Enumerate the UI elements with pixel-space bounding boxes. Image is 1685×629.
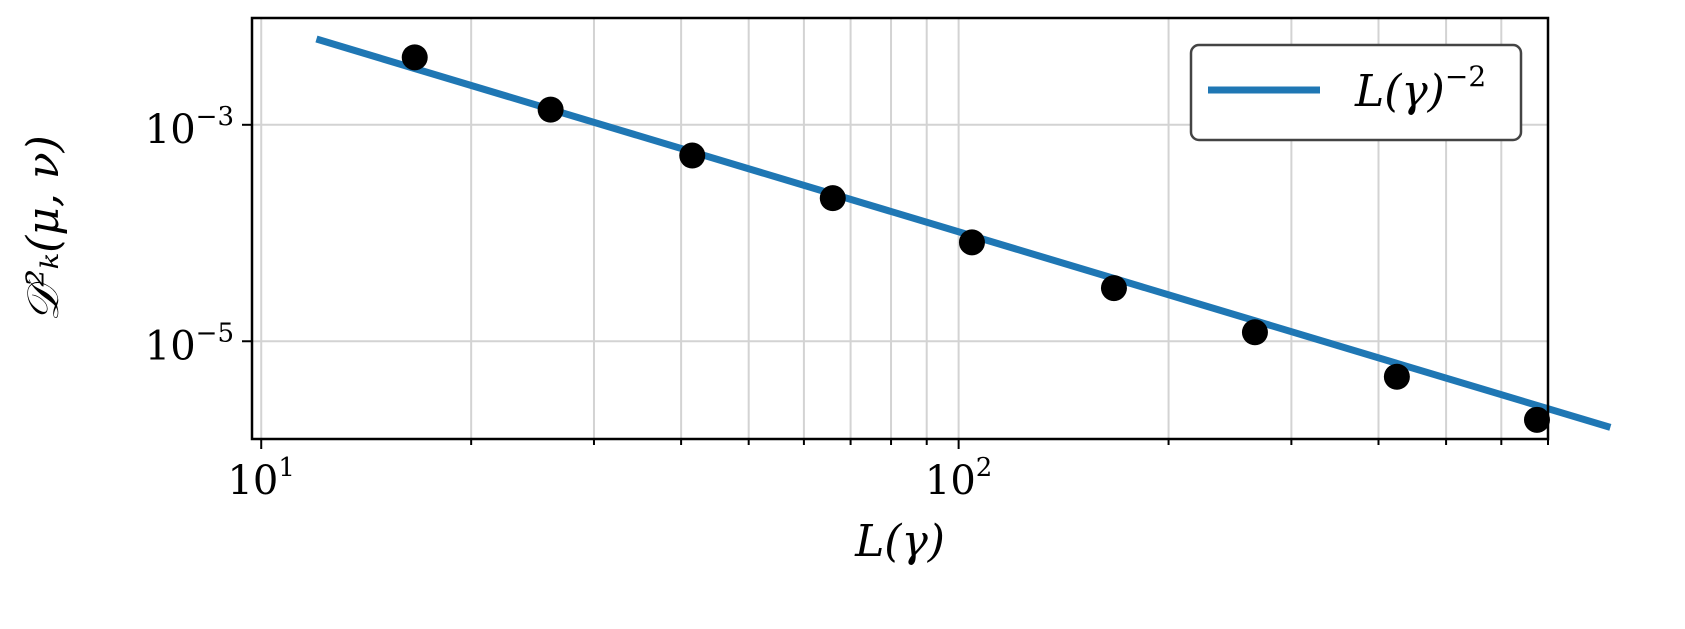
data-point [819, 185, 846, 212]
x-tick-label: 102 [925, 453, 992, 504]
y-tick-label: 10−5 [145, 318, 234, 369]
y-tick-label-base: 10 [145, 323, 196, 369]
plot-frame [250, 16, 1550, 441]
x-axis-label: L(γ) [854, 516, 945, 567]
data-point [1383, 363, 1410, 390]
y-tick-label-exponent: −5 [196, 318, 234, 348]
x-tick-label: 101 [227, 453, 294, 504]
legend-box [1189, 43, 1523, 142]
x-tick-label-base: 10 [925, 458, 976, 504]
data-point [958, 229, 985, 256]
legend-label-exponent: −2 [1445, 60, 1486, 93]
legend-label: L(γ)−2 [1354, 60, 1486, 117]
x-tick-label-exponent: 2 [976, 453, 993, 483]
legend-label-base: L(γ) [1354, 66, 1445, 117]
y-tick-label-base: 10 [145, 107, 196, 153]
y-axis-ticks: 10−310−5 [145, 102, 252, 369]
x-tick-label-base: 10 [227, 458, 278, 504]
data-point [401, 44, 428, 71]
data-point [537, 96, 564, 123]
data-points [401, 44, 1550, 433]
data-point [1523, 406, 1550, 433]
x-tick-label-exponent: 1 [278, 453, 295, 483]
data-point [1100, 275, 1127, 302]
legend: L(γ)−2 [1189, 43, 1523, 142]
y-axis-label: 𝒟²ₖ(μ, ν) [18, 135, 69, 321]
data-point [1241, 319, 1268, 346]
data-point [679, 142, 706, 169]
x-axis-ticks: 101 102 [227, 439, 1549, 504]
y-tick-label-exponent: −3 [196, 102, 234, 132]
y-tick-label: 10−3 [145, 102, 234, 153]
